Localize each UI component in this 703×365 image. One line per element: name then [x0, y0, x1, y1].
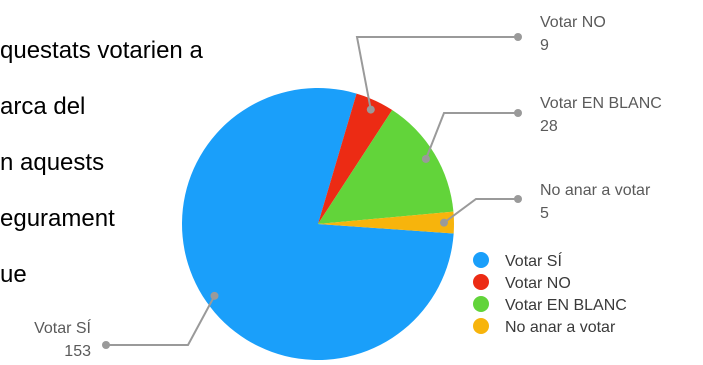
callout-leader-line — [106, 295, 216, 346]
callout-value: 9 — [540, 37, 549, 54]
callout-label: Votar EN BLANC — [540, 95, 662, 112]
callout-value: 5 — [540, 205, 549, 222]
callout-value: 28 — [540, 118, 558, 135]
callout-value: 153 — [64, 343, 91, 360]
background-text-line: egurament — [0, 205, 115, 232]
background-text-line: arca del — [0, 93, 86, 120]
pie-slices — [181, 87, 454, 360]
legend-swatch-votar-no — [473, 274, 489, 290]
callout-label: No anar a votar — [540, 182, 651, 199]
legend-label-no-anar-a-votar: No anar a votar — [505, 319, 616, 336]
pie-slice-no-anar-a-votar — [318, 211, 454, 234]
legend-label-votar-no: Votar NO — [505, 275, 571, 292]
pie-slice-votar-no — [318, 93, 393, 224]
callout-leader-line — [355, 36, 518, 110]
legend-swatch-votar-si — [473, 252, 489, 268]
legend: Votar SÍ Votar NO Votar EN BLANC No anar a … — [473, 251, 627, 336]
legend-swatch-no-anar-a-votar — [473, 318, 489, 334]
background-text-line: n aquests — [0, 149, 105, 176]
pie-slice-votar-en-blanc — [318, 110, 454, 224]
legend-label-votar-en-blanc: Votar EN BLANC — [505, 297, 627, 314]
callout-end-dot — [514, 33, 522, 41]
background-text-line: ue — [0, 261, 27, 288]
callout-leader-line — [424, 112, 518, 160]
pie-slice-votar-si — [181, 87, 454, 360]
callout-label: Votar NO — [540, 14, 606, 31]
legend-label-votar-si: Votar SÍ — [505, 251, 562, 270]
callout-label: Votar SÍ — [34, 318, 91, 337]
callout-end-dot — [102, 341, 110, 349]
callout-end-dot — [514, 109, 522, 117]
callouts: Votar SÍ 153 Votar NO 9 Votar EN BLANC 28 No a… — [34, 14, 662, 360]
legend-swatch-votar-en-blanc — [473, 296, 489, 312]
callout-leader-line — [443, 198, 518, 224]
background-text-line: questats votarien a — [0, 37, 203, 64]
callout-end-dot — [514, 195, 522, 203]
